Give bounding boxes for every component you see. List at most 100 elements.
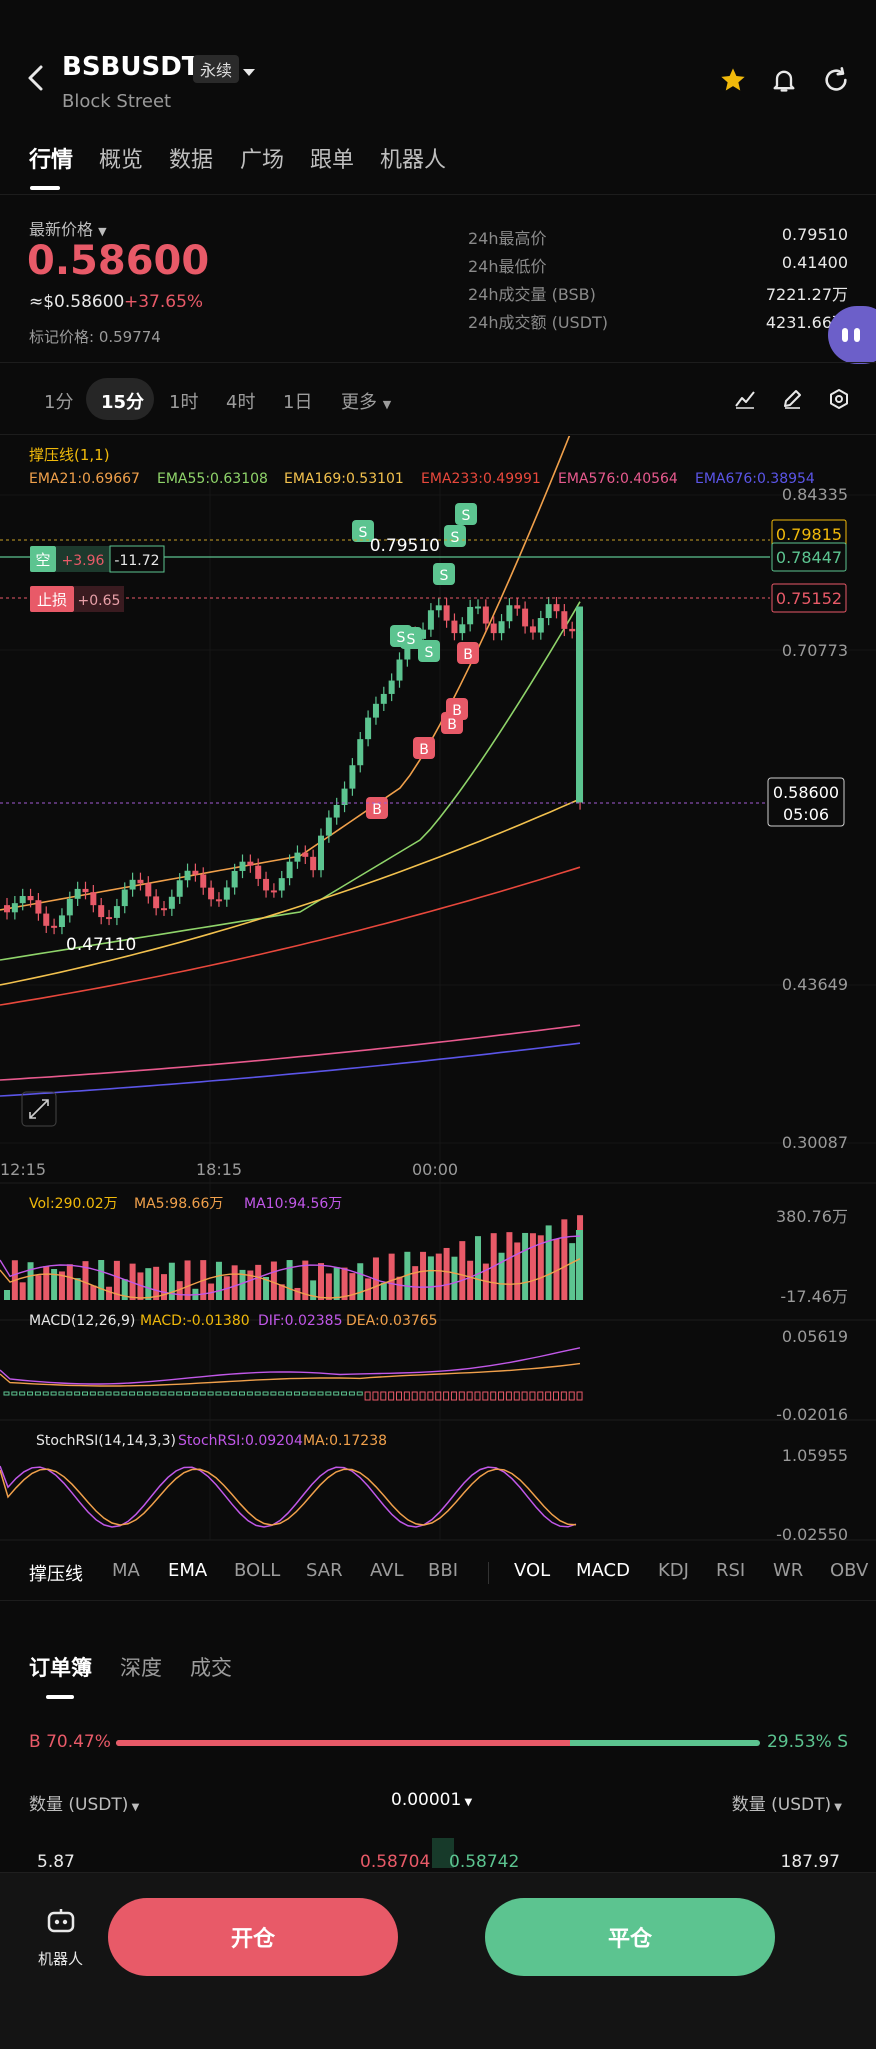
stoploss-value-tag xyxy=(74,586,124,612)
macd-histogram-bar xyxy=(113,1391,120,1396)
indicator-tab-boll[interactable]: BOLL xyxy=(234,1560,281,1581)
candle-body xyxy=(302,852,309,857)
tab-orderbook[interactable]: 订单簿 xyxy=(29,1656,92,1680)
indicator-tab-ema[interactable]: EMA xyxy=(168,1560,208,1581)
macd-header: MACD(12,26,9) xyxy=(29,1313,135,1329)
candle-body xyxy=(215,899,222,902)
macd-histogram-bar xyxy=(152,1391,159,1396)
macd-histogram-bar xyxy=(403,1391,410,1401)
ema-label: EMA576:0.40564 xyxy=(558,471,678,487)
volume-bar xyxy=(137,1272,144,1300)
macd-histogram-bar xyxy=(333,1391,340,1396)
timeframe-4h[interactable]: 4时 xyxy=(226,392,256,413)
last-price-label[interactable]: 最新价格 ▼ xyxy=(29,216,107,240)
star-icon[interactable] xyxy=(719,66,747,98)
candle-body xyxy=(545,604,552,619)
macd-histogram-bar xyxy=(254,1391,261,1396)
symbol-title[interactable]: BSBUSDT xyxy=(62,52,200,82)
indicator-tab-sar[interactable]: SAR xyxy=(306,1560,343,1581)
y-axis-label: 0.30087 xyxy=(782,1133,848,1152)
close-position-button[interactable]: 平仓 xyxy=(485,1898,775,1976)
candle-body xyxy=(4,905,10,913)
caret-down-icon: ▼ xyxy=(461,1797,473,1808)
back-arrow-icon[interactable] xyxy=(26,64,46,96)
candle-body xyxy=(113,906,120,918)
indicator-tab-rsi[interactable]: RSI xyxy=(716,1560,746,1581)
ask-price[interactable]: 0.58742 xyxy=(449,1852,520,1872)
price-tag-text: 0.79815 xyxy=(776,525,842,544)
macd-histogram-bar xyxy=(231,1391,238,1396)
macd-histogram-bar xyxy=(176,1391,183,1396)
timeframe-1h[interactable]: 1时 xyxy=(169,392,199,413)
indicator-tab-bbi[interactable]: BBI xyxy=(428,1560,459,1581)
robot-icon[interactable] xyxy=(46,1908,76,1940)
tab-market[interactable]: 行情 xyxy=(29,148,74,173)
trade-marker-b xyxy=(413,737,435,759)
candle-body xyxy=(482,606,489,624)
candle-body xyxy=(286,861,293,879)
volume-bar xyxy=(90,1285,97,1300)
dropdown-caret-icon[interactable] xyxy=(242,63,256,82)
volume-bar xyxy=(498,1252,505,1300)
macd-histogram-bar xyxy=(278,1391,285,1396)
indicator-tab-撑压线[interactable]: 撑压线 xyxy=(29,1564,83,1585)
price-tag xyxy=(771,583,847,613)
indicator-chart-icon[interactable] xyxy=(734,388,756,414)
countdown-text: 05:06 xyxy=(783,805,829,824)
candle-body xyxy=(561,611,568,629)
tab-copy-trading[interactable]: 跟单 xyxy=(310,148,355,173)
timeframe-more[interactable]: 更多 ▼ xyxy=(341,388,391,414)
volume-bar xyxy=(35,1275,42,1300)
draw-pen-icon[interactable] xyxy=(781,388,803,414)
tab-trades[interactable]: 成交 xyxy=(190,1656,232,1680)
timeframe-1d[interactable]: 1日 xyxy=(283,392,313,413)
macd-histogram-bar xyxy=(3,1391,10,1396)
assistant-bubble-icon[interactable] xyxy=(828,306,876,364)
open-position-button[interactable]: 开仓 xyxy=(108,1898,398,1976)
low-label: 0.47110 xyxy=(66,935,136,955)
indicator-tab-macd[interactable]: MACD xyxy=(576,1560,630,1581)
macd-histogram-bar xyxy=(286,1391,293,1396)
chart-settings-icon[interactable] xyxy=(828,388,850,414)
trade-marker-text: B xyxy=(452,703,462,719)
timeframe-15m[interactable]: 15分 xyxy=(101,392,145,413)
volume-bar xyxy=(161,1274,167,1300)
qty-unit-left[interactable]: 数量 (USDT) ▼ xyxy=(29,1790,139,1815)
trade-marker-text: B xyxy=(447,717,457,733)
indicator-tab-kdj[interactable]: KDJ xyxy=(658,1560,689,1581)
indicator-tab-ma[interactable]: MA xyxy=(112,1560,140,1581)
indicator-tab-vol[interactable]: VOL xyxy=(514,1560,551,1581)
tab-data[interactable]: 数据 xyxy=(169,148,214,173)
candle-body xyxy=(349,765,356,789)
divider xyxy=(0,194,876,195)
volume-bar xyxy=(569,1243,576,1300)
candle-body xyxy=(333,805,340,818)
qty-unit-right[interactable]: 数量 (USDT) ▼ xyxy=(732,1790,842,1815)
macd-histogram-bar xyxy=(341,1391,348,1396)
ema55-line xyxy=(0,601,581,961)
bid-price[interactable]: 0.58704 xyxy=(360,1852,431,1872)
macd-dea: DEA:0.03765 xyxy=(346,1313,438,1329)
tab-overview[interactable]: 概览 xyxy=(99,148,144,173)
indicator-tab-obv[interactable]: OBV xyxy=(830,1560,869,1581)
short-tag-text: 空 xyxy=(35,551,50,569)
refresh-icon[interactable] xyxy=(822,66,850,98)
robot-label[interactable]: 机器人 xyxy=(38,1950,84,1968)
buy-ratio: B 70.47% xyxy=(29,1732,111,1752)
tab-bots[interactable]: 机器人 xyxy=(380,148,447,173)
timeframe-1m[interactable]: 1分 xyxy=(44,392,74,413)
tab-square[interactable]: 广场 xyxy=(240,148,285,173)
bell-icon[interactable] xyxy=(770,66,798,98)
stat-label: 24h成交额 (USDT) xyxy=(468,313,609,332)
candle-body xyxy=(263,878,270,891)
macd-histogram-bar xyxy=(505,1391,512,1401)
macd-histogram-bar xyxy=(427,1391,434,1401)
tab-depth[interactable]: 深度 xyxy=(120,1656,162,1680)
indicator-tab-avl[interactable]: AVL xyxy=(370,1560,404,1581)
indicator-tab-wr[interactable]: WR xyxy=(773,1560,804,1581)
candle-body xyxy=(506,605,513,622)
precision-select[interactable]: 0.00001 ▼ xyxy=(391,1790,472,1810)
candle-body xyxy=(35,900,42,914)
macd-dea-line xyxy=(0,1362,581,1387)
